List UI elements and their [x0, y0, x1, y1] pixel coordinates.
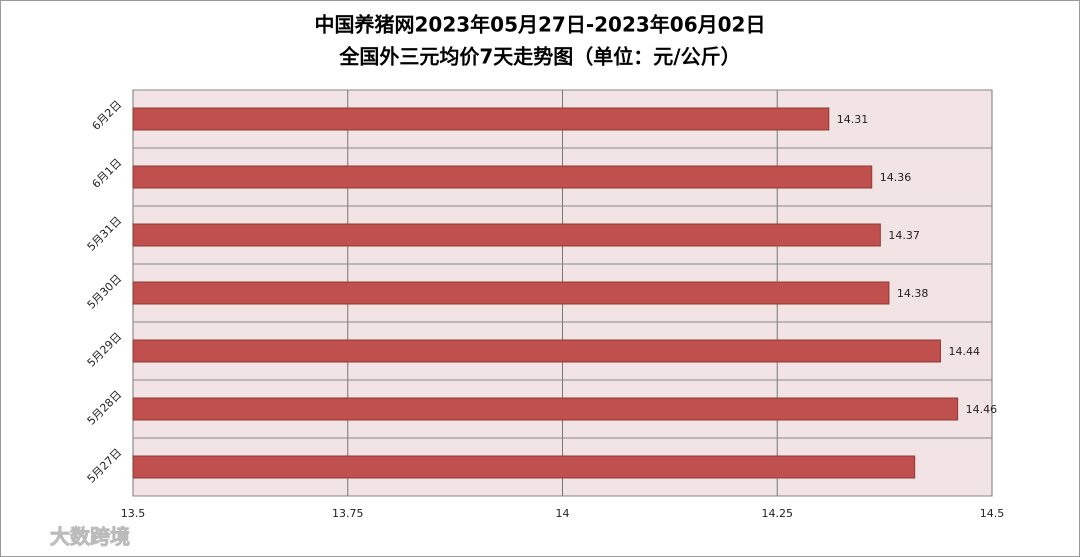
x-tick-label: 14	[556, 507, 570, 520]
bar	[132, 455, 916, 479]
bar	[132, 397, 959, 421]
value-label: 14.44	[948, 345, 980, 358]
watermark: 大数跨境	[50, 525, 130, 549]
bar	[132, 107, 830, 131]
x-tick-label: 14.25	[762, 507, 794, 520]
x-tick-label: 14.5	[980, 507, 1005, 520]
value-label: 14.38	[897, 287, 929, 300]
bar	[132, 165, 873, 189]
bar	[132, 281, 890, 305]
value-label: 14.37	[888, 229, 920, 242]
chart-subtitle: 全国外三元均价7天走势图（单位：元/公斤）	[338, 45, 740, 69]
value-label: 14.31	[837, 113, 869, 126]
chart-title: 中国养猪网2023年05月27日-2023年06月02日	[315, 13, 766, 37]
bar	[132, 339, 941, 363]
value-label: 14.36	[880, 171, 912, 184]
value-label: 14.46	[966, 403, 998, 416]
bar	[132, 223, 881, 247]
x-tick-label: 13.75	[332, 507, 364, 520]
x-tick-label: 13.5	[121, 507, 146, 520]
